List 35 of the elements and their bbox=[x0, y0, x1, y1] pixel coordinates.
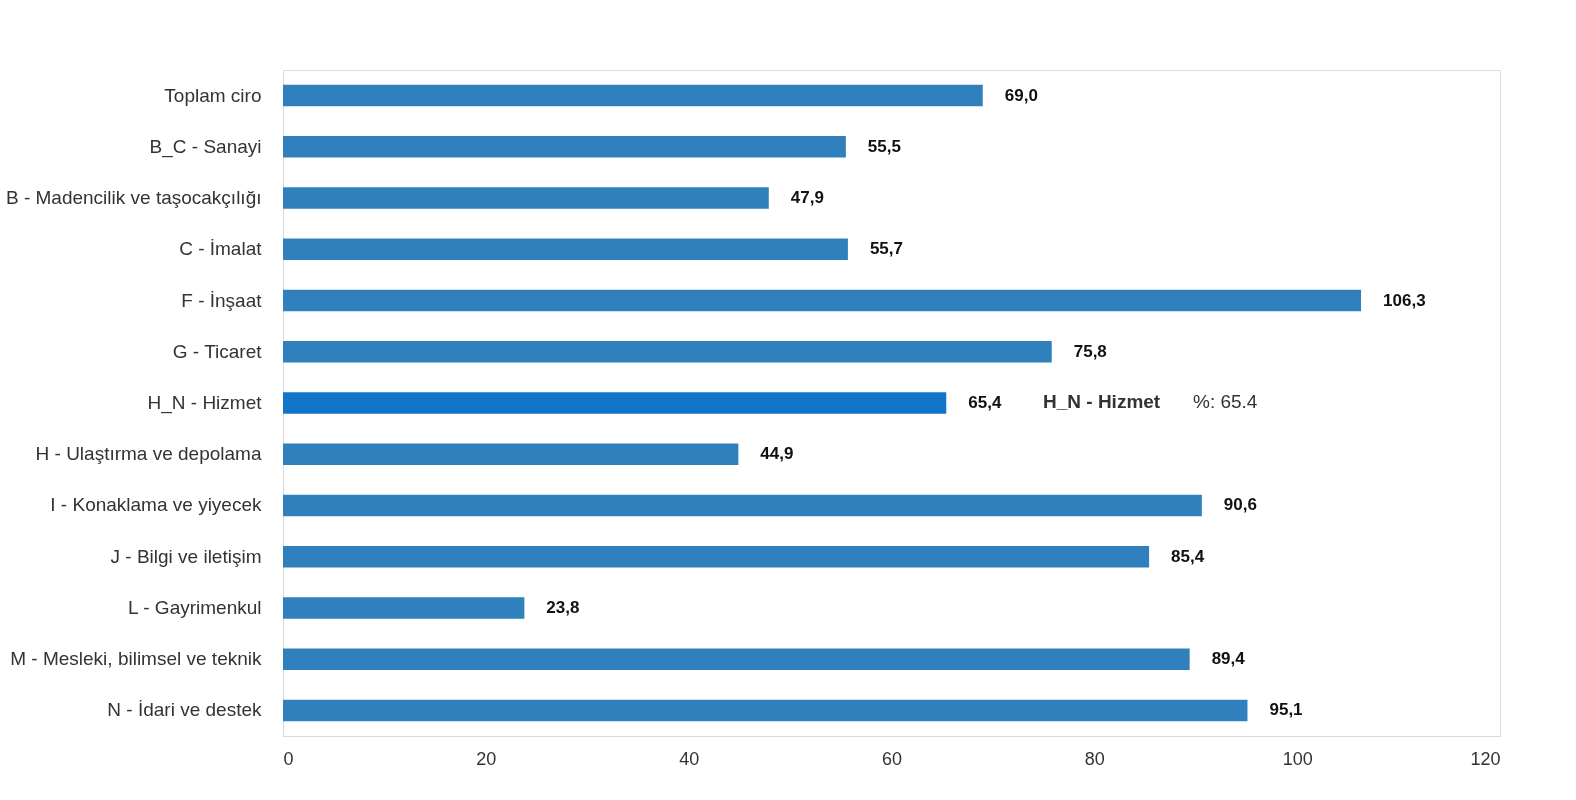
y-tick-label: M - Mesleki, bilimsel ve teknik bbox=[10, 648, 262, 670]
annotation: H_N - Hizmet bbox=[1043, 391, 1161, 412]
data-label: 47,9 bbox=[790, 188, 824, 208]
y-tick-label: G - Ticaret bbox=[172, 340, 263, 362]
data-label: 85,4 bbox=[1171, 546, 1205, 566]
data-label: 69,0 bbox=[1004, 85, 1038, 105]
y-tick-label: F - İnşaat bbox=[181, 289, 263, 311]
data-label: 55,5 bbox=[867, 136, 901, 156]
x-tick-label: 80 bbox=[1084, 748, 1105, 769]
y-tick-label: L - Gayrimenkul bbox=[128, 596, 262, 618]
x-tick-label: 120 bbox=[1470, 748, 1501, 769]
y-tick-label: C - İmalat bbox=[179, 238, 263, 260]
data-label: 65,4 bbox=[968, 393, 1002, 412]
x-tick-label: 40 bbox=[679, 748, 700, 769]
data-label: 44,9 bbox=[760, 444, 794, 464]
y-tick-label: B_C - Sanayi bbox=[149, 135, 262, 158]
data-label: 90,6 bbox=[1223, 495, 1257, 515]
data-label: 95,1 bbox=[1269, 700, 1303, 720]
data-label: 55,7 bbox=[869, 239, 903, 259]
x-tick-label: 60 bbox=[881, 748, 903, 769]
x-tick-label: 20 bbox=[476, 748, 497, 769]
x-tick-label: 0 bbox=[283, 748, 294, 769]
x-tick-label: 100 bbox=[1282, 748, 1313, 769]
data-label: 75,8 bbox=[1073, 341, 1107, 361]
data-label: 23,8 bbox=[546, 597, 580, 617]
y-tick-label: B - Madencilik ve taşocakçılığı bbox=[5, 187, 262, 209]
y-tick-label: H - Ulaştırma ve depolama bbox=[35, 443, 262, 465]
data-label: 89,4 bbox=[1211, 649, 1246, 669]
annotation: %: 65.4 bbox=[1193, 391, 1258, 412]
y-tick-label: H_N - Hizmet bbox=[147, 392, 263, 414]
y-tick-label: I - Konaklama ve yiyecek bbox=[50, 494, 262, 516]
y-tick-label: N - İdari ve destek bbox=[107, 699, 262, 721]
y-tick-label: J - Bilgi ve iletişim bbox=[110, 545, 262, 567]
data-label: 106,3 bbox=[1383, 290, 1426, 310]
y-tick-label: Toplam ciro bbox=[164, 84, 262, 106]
